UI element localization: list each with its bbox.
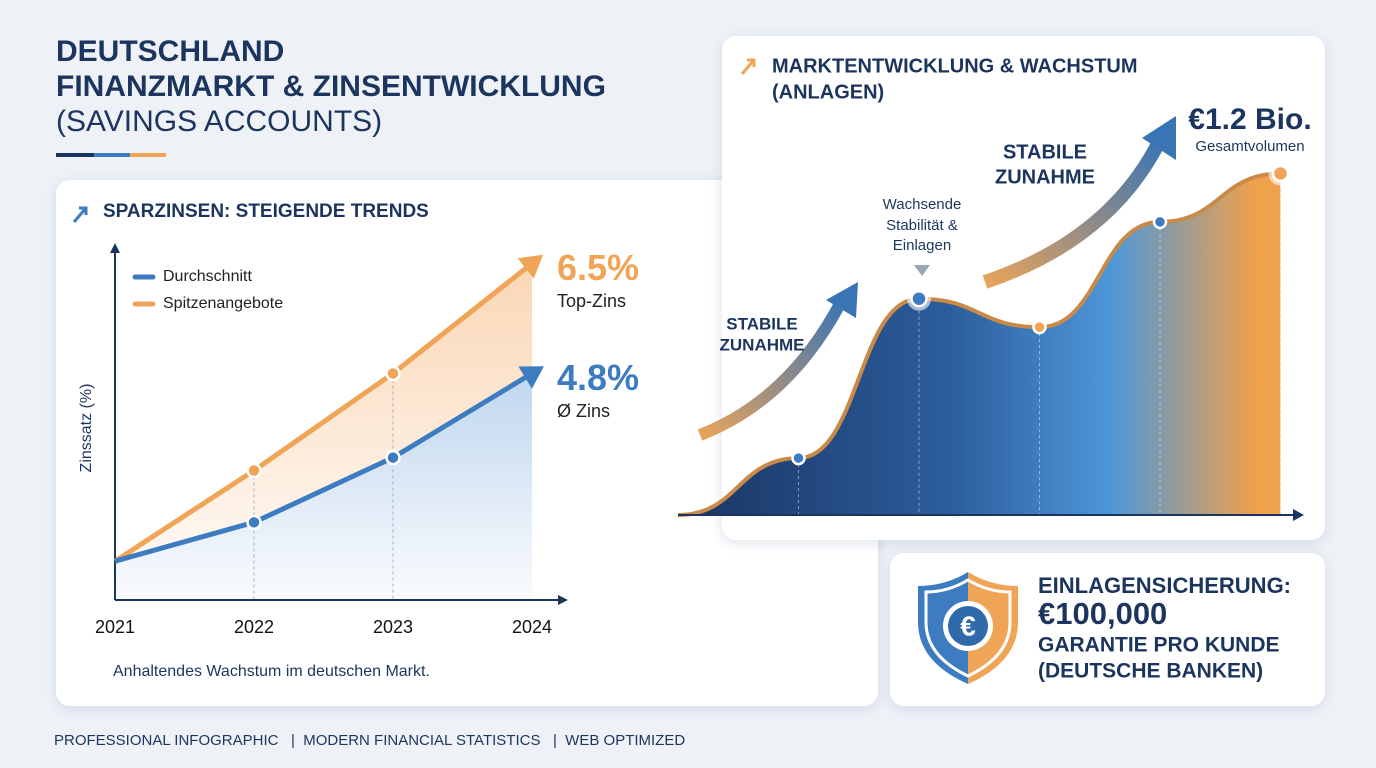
callout: STABILE xyxy=(726,314,797,333)
end-label: 4.8% xyxy=(557,357,639,398)
stripe xyxy=(130,153,166,157)
chart-title: MARKTENTWICKLUNG & WACHSTUM xyxy=(772,55,1138,77)
deco-arrow-head xyxy=(1142,116,1176,160)
annotation: Einlagen xyxy=(893,237,951,254)
callout: ZUNAHME xyxy=(995,166,1095,188)
x-axis-arrow xyxy=(1293,509,1304,521)
area-fill xyxy=(678,173,1281,515)
shield-coin xyxy=(948,606,988,646)
deco-arrow xyxy=(982,136,1167,289)
data-point xyxy=(1032,319,1047,335)
deposit-amount: €100,000 xyxy=(1038,596,1167,631)
data-point xyxy=(1152,214,1168,230)
area-fill xyxy=(115,373,532,600)
legend-label: Durchschnitt xyxy=(163,268,252,285)
y-axis-arrow xyxy=(110,243,120,253)
annotation: Stabilität & xyxy=(886,217,958,234)
x-tick-label: 2022 xyxy=(234,617,274,637)
annotation: Wachsende xyxy=(883,196,962,213)
stripe xyxy=(94,153,130,157)
chart-title: SPARZINSEN: STEIGENDE TRENDS xyxy=(103,201,429,222)
footer: PROFESSIONAL INFOGRAPHIC | MODERN FINANC… xyxy=(54,732,685,749)
area-fill xyxy=(115,263,532,562)
value-label: €1.2 Bio. xyxy=(1188,103,1311,136)
deco-arrow-head xyxy=(826,282,858,318)
deposit-line: (DEUTSCHE BANKEN) xyxy=(1038,660,1263,683)
y-axis-label: Zinssatz (%) xyxy=(78,384,95,473)
shield-left xyxy=(918,572,968,684)
end-caption: Top-Zins xyxy=(557,291,626,311)
x-tick-label: 2023 xyxy=(373,617,413,637)
deco-arrow xyxy=(697,297,848,441)
data-point xyxy=(385,449,401,466)
end-caption: Ø Zins xyxy=(557,401,610,421)
shield-icon: € xyxy=(960,610,976,641)
data-point xyxy=(385,365,401,382)
shield-border xyxy=(924,578,1012,678)
trend-icon xyxy=(740,58,756,75)
x-axis-arrow xyxy=(558,595,568,605)
data-point xyxy=(246,514,262,531)
callout: ZUNAHME xyxy=(720,335,805,354)
x-tick-label: 2024 xyxy=(512,617,552,637)
series-line xyxy=(113,261,534,564)
caption: Anhaltendes Wachstum im deutschen Markt. xyxy=(113,663,430,680)
shield-right xyxy=(968,572,1018,684)
stripe xyxy=(56,153,94,157)
title-line: DEUTSCHLAND xyxy=(56,35,284,68)
end-arrow xyxy=(517,254,543,279)
value-caption: Gesamtvolumen xyxy=(1195,138,1304,155)
title-line: FINANZMARKT & ZINSENTWICKLUNG xyxy=(56,70,606,103)
trend-icon xyxy=(72,206,88,223)
annotation-pointer xyxy=(914,265,930,276)
series-line xyxy=(114,371,534,564)
end-arrow xyxy=(518,366,544,389)
data-point xyxy=(910,289,928,308)
deposit-line: GARANTIE PRO KUNDE xyxy=(1038,634,1280,657)
data-point xyxy=(246,462,262,479)
chart-title: (ANLAGEN) xyxy=(772,81,884,103)
end-label: 6.5% xyxy=(557,247,639,288)
callout: STABILE xyxy=(1003,141,1087,163)
deposit-line: EINLAGENSICHERUNG: xyxy=(1038,573,1291,598)
data-point xyxy=(1271,164,1290,183)
x-tick-label: 2021 xyxy=(95,617,135,637)
legend-label: Spitzenangebote xyxy=(163,295,283,312)
title-line: (SAVINGS ACCOUNTS) xyxy=(56,105,382,138)
data-point xyxy=(791,450,806,466)
